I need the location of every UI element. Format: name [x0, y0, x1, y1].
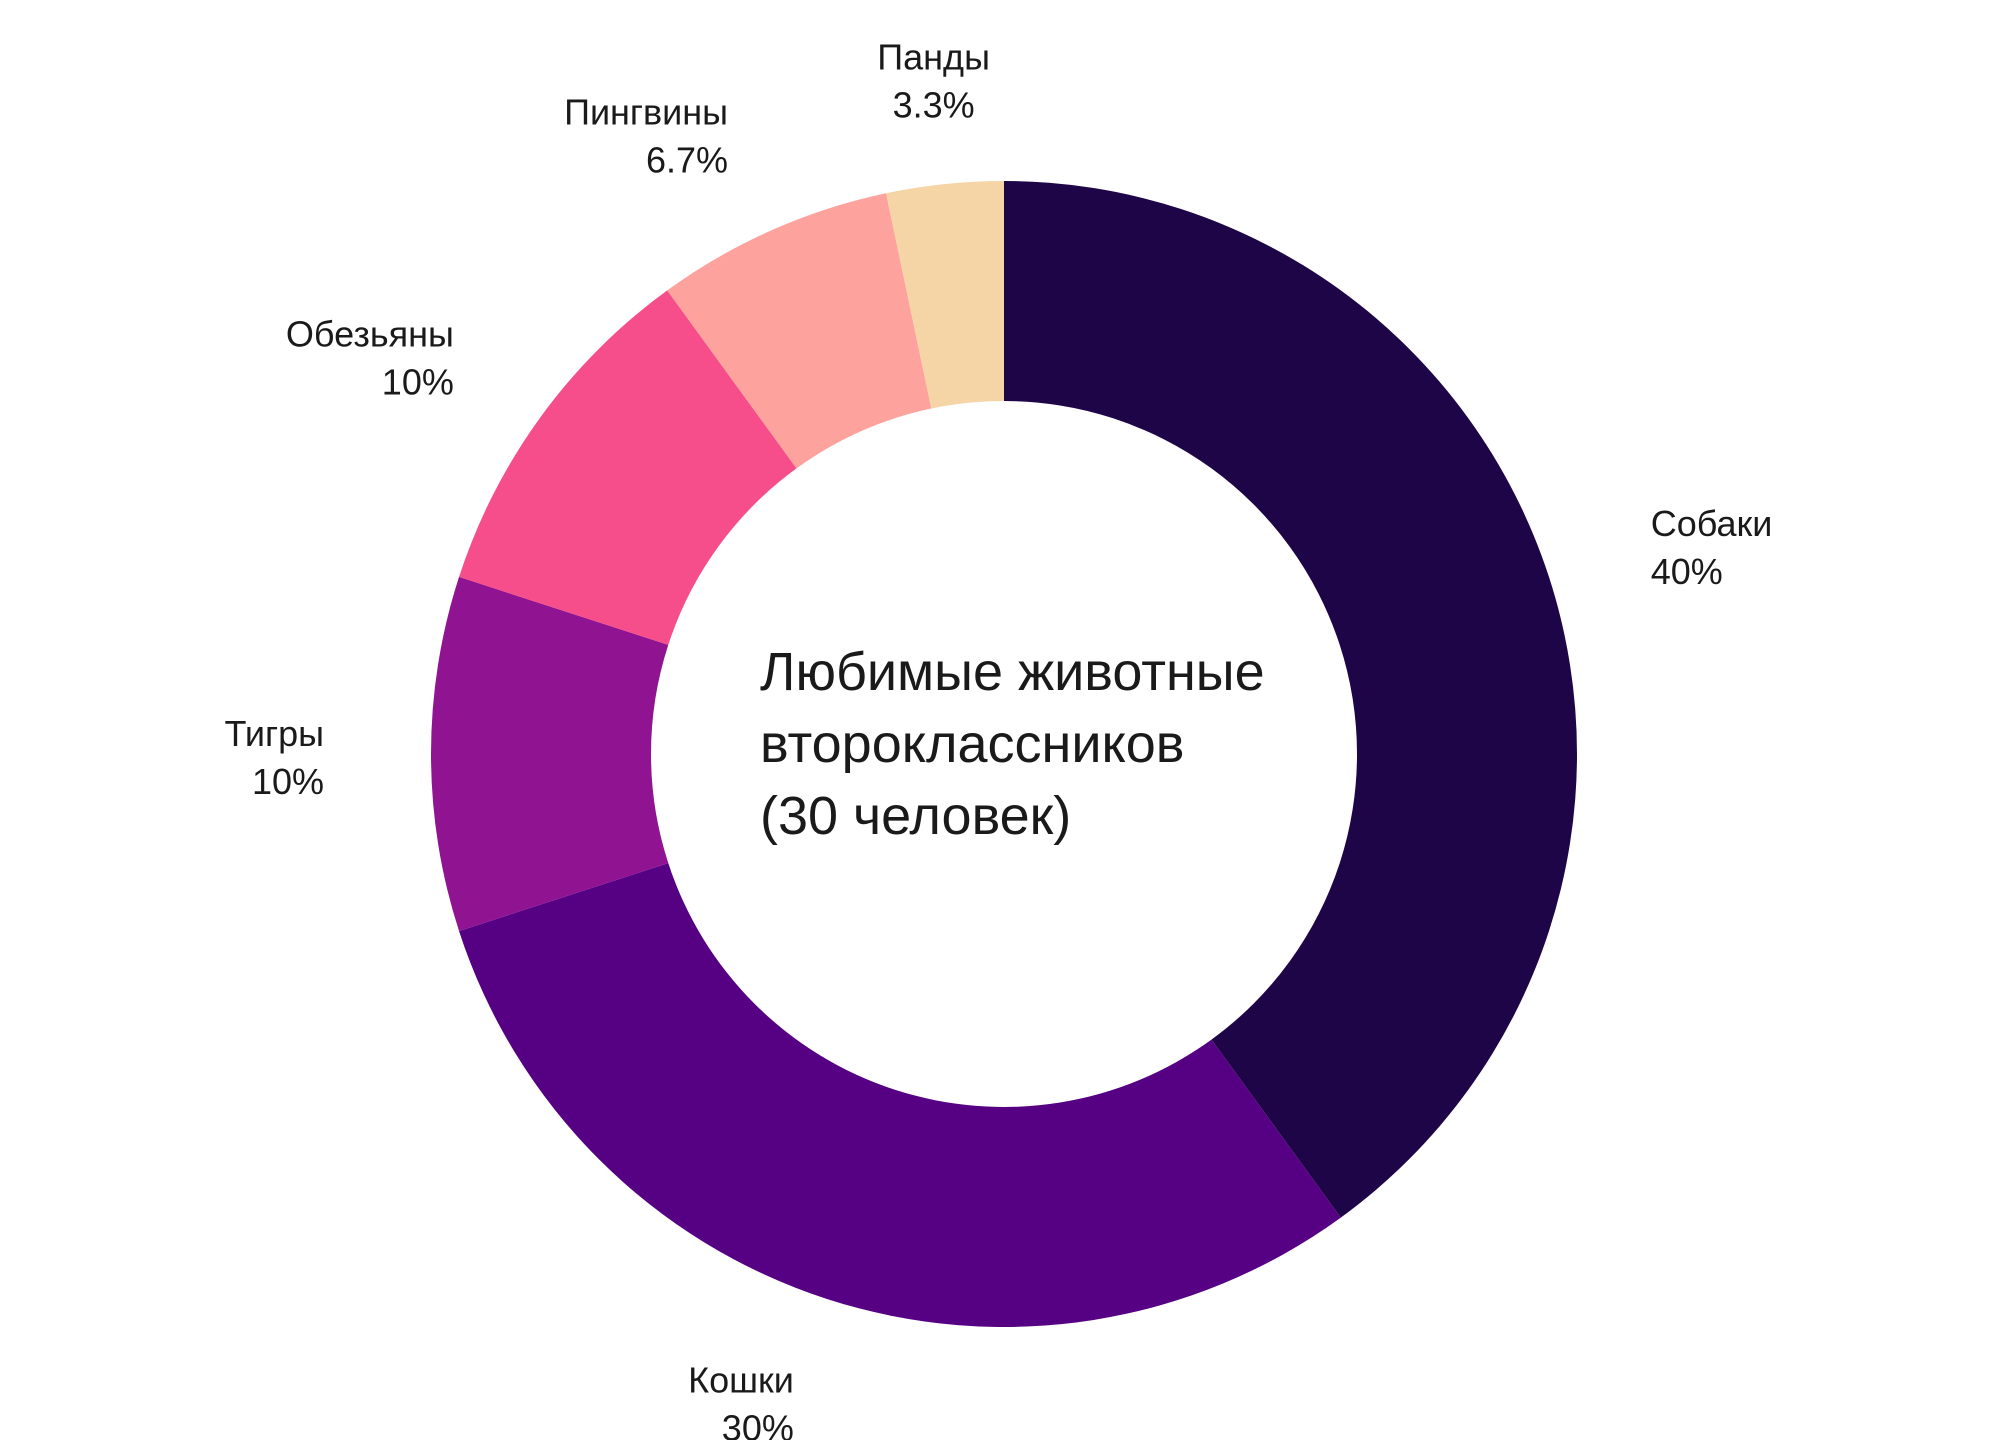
- slice-label-name: Обезьяны: [286, 313, 454, 354]
- chart-slices: [431, 181, 1577, 1328]
- slice-label-name: Пингвины: [564, 91, 728, 132]
- chart-title: Любимые животные второклассников (30 чел…: [760, 642, 1280, 846]
- slice-label-name: Панды: [877, 37, 990, 78]
- slice-label-value: 3.3%: [893, 85, 975, 126]
- slice-2: [459, 863, 1341, 1328]
- slice-label-6: Панды 3.3%: [877, 37, 990, 126]
- slice-6: [886, 181, 1004, 409]
- slice-label-name: Собаки: [1651, 503, 1773, 544]
- slice-label-value: 10%: [382, 361, 454, 402]
- slice-label-name: Тигры: [224, 713, 324, 754]
- slice-label-5: Пингвины 6.7%: [564, 91, 728, 180]
- slice-4: [459, 290, 797, 645]
- slice-label-value: 30%: [722, 1408, 794, 1440]
- slice-1: [1004, 181, 1577, 1218]
- slice-label-3: Тигры 10%: [224, 713, 324, 802]
- slice-3: [431, 576, 669, 932]
- chart-title-line-3: (30 человек): [760, 786, 1071, 846]
- slice-label-4: Обезьяны 10%: [286, 313, 454, 402]
- chart-title-line-2: второклассников: [760, 714, 1184, 774]
- slice-label-name: Кошки: [688, 1360, 794, 1401]
- slice-label-2: Кошки 30%: [688, 1360, 794, 1440]
- chart-title-line-1: Любимые животные: [760, 642, 1265, 702]
- slice-label-value: 10%: [252, 761, 324, 802]
- slice-label-1: Собаки 40%: [1651, 503, 1773, 592]
- slice-label-value: 40%: [1651, 551, 1723, 592]
- chart-labels: Собаки 40% Кошки 30% Тигры 10% Обезьяны 10% Пинг…: [224, 37, 1772, 1440]
- slice-5: [667, 193, 932, 469]
- slice-label-value: 6.7%: [646, 139, 728, 180]
